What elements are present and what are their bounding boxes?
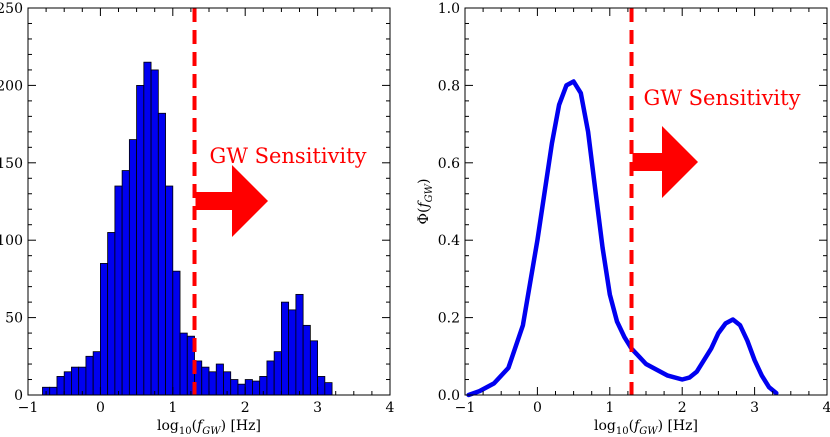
histogram-bar [143,61,152,396]
svg-text:log10(fGW) [Hz]: log10(fGW) [Hz] [594,418,698,437]
annotation-label: GW Sensitivity [644,86,801,110]
histogram-bar [100,263,109,396]
y-tick-label: 250 [0,1,23,17]
x-tick-label: 2 [241,400,250,416]
x-tick-label: −1 [18,400,39,416]
histogram-bar [208,371,217,396]
y-tick-label: 1.0 [438,1,460,17]
histogram-bar [85,355,94,396]
histogram-bar [136,85,145,396]
histogram-bar [324,382,333,396]
histogram-bar [201,366,210,396]
density-panel: GW Sensitivity −1 0 1 2 3 4 0.0 0.2 0.4 0.6 0.8 1.0 [438,1,830,416]
histogram-bar [230,379,239,396]
x-tick-label: 3 [313,400,322,416]
y-tick-label: 0.8 [438,78,460,94]
sensitivity-arrow [632,126,698,198]
histogram-bar [288,309,297,396]
histogram-bar [63,371,72,396]
y-tick-label: 0.6 [438,156,460,172]
y-tick-label: 50 [5,311,23,327]
x-tick-label: 4 [386,400,395,416]
svg-text:log10(fGW) [Hz]: log10(fGW) [Hz] [157,418,261,437]
y-tick-label: 100 [0,233,23,249]
y-tick-label: 0.0 [438,388,460,404]
histogram-bar [157,112,166,396]
histogram-bar [295,293,304,396]
histogram-bar [71,366,80,396]
histogram-bar [244,379,253,396]
histogram-bar [114,185,123,396]
histogram-bar [49,386,58,396]
x-tick-label: 3 [750,400,759,416]
y-tick-label: 150 [0,156,23,172]
histogram-bar [150,69,159,396]
histogram-bar [215,363,224,396]
y-tick-label: 0.2 [438,311,460,327]
x-tick-label: 0 [533,400,542,416]
y-tick-label: 200 [0,78,23,94]
histogram-bar [252,380,261,396]
histogram-bar [237,383,246,396]
histogram-bar [302,324,311,396]
histogram-bar [165,185,174,396]
x-axis-label: log10(fGW) [Hz] [594,418,698,437]
x-tick-label: 1 [168,400,177,416]
y-axis-label: Φ(fGW) [416,179,435,225]
histogram-bar [78,366,87,396]
histogram-bar [128,139,138,396]
x-tick-label: 1 [605,400,614,416]
x-tick-label: −1 [455,400,476,416]
x-tick-label: 2 [678,400,687,416]
annotation-label: GW Sensitivity [210,144,367,168]
histogram-bar [172,270,181,396]
y-tick-label: 0.4 [438,233,460,249]
histogram-bar [56,376,65,396]
histogram-bar [179,332,188,396]
histogram-bar [273,351,282,396]
density-curve [466,79,779,398]
histogram-bar [107,232,116,396]
sensitivity-arrow [195,165,268,237]
histogram-bar [266,360,275,396]
histogram-bar [309,340,318,396]
histogram-bar [92,351,101,396]
histogram-bar [280,301,290,396]
svg-text:Φ(fGW): Φ(fGW) [416,179,435,225]
histogram-bar [121,170,130,396]
y-tick-label: 0 [14,388,23,404]
x-axis-label: log10(fGW) [Hz] [157,418,261,437]
histogram-bar [317,376,326,396]
x-tick-label: 0 [96,400,105,416]
x-tick-label: 4 [823,400,830,416]
